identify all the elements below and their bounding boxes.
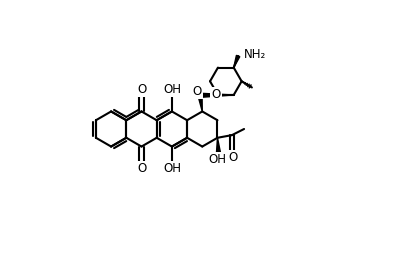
Polygon shape xyxy=(198,95,202,111)
Text: OH: OH xyxy=(208,153,226,166)
Polygon shape xyxy=(217,138,221,153)
Text: O: O xyxy=(211,88,220,101)
Text: OH: OH xyxy=(163,83,181,96)
Text: O: O xyxy=(137,83,146,96)
Text: O: O xyxy=(228,151,238,164)
Text: O: O xyxy=(192,85,202,98)
Polygon shape xyxy=(234,55,240,68)
Polygon shape xyxy=(200,93,234,97)
Text: OH: OH xyxy=(163,162,181,175)
Text: NH₂: NH₂ xyxy=(244,48,266,61)
Text: O: O xyxy=(137,162,146,175)
